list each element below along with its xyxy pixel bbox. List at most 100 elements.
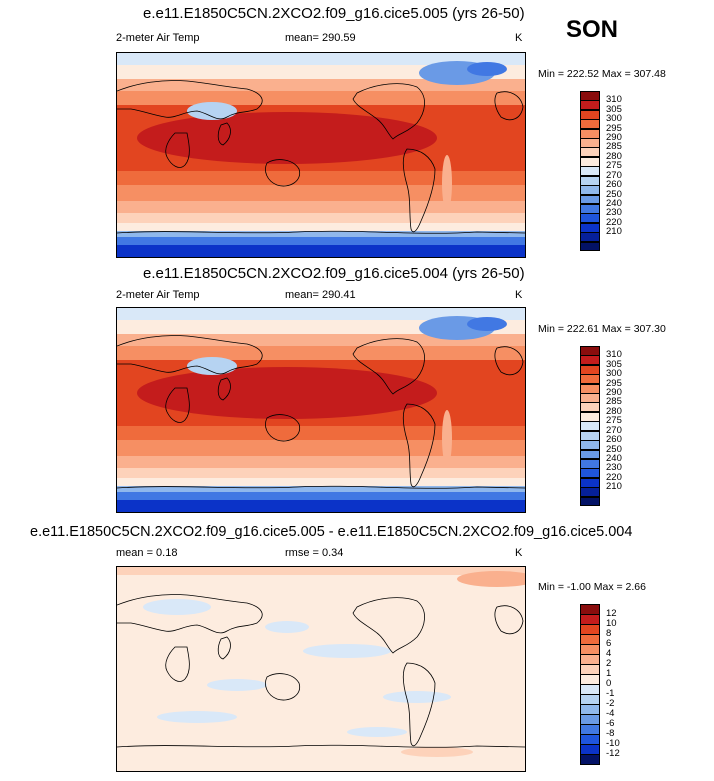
colorbar-tick-label: 280 xyxy=(606,405,622,417)
colorbar-swatch xyxy=(580,402,600,413)
colorbar-swatch xyxy=(580,175,600,186)
colorbar-swatch xyxy=(580,100,600,111)
panel3-title: e.e11.E1850C5CN.2XCO2.f09_g16.cice5.005 … xyxy=(30,524,633,540)
colorbar-swatch xyxy=(580,411,600,422)
colorbar-swatch xyxy=(580,232,600,243)
colorbar-tick-label: 285 xyxy=(606,396,622,408)
panel1-title: e.e11.E1850C5CN.2XCO2.f09_g16.cice5.005 … xyxy=(143,5,525,22)
colorbar-tick-label: 300 xyxy=(606,113,622,125)
colorbar-swatch xyxy=(580,222,600,233)
colorbar-swatch xyxy=(580,91,600,101)
colorbar-swatch xyxy=(580,614,600,625)
colorbar-swatch xyxy=(580,724,600,735)
colorbar-tick-label: 210 xyxy=(606,481,622,493)
colorbar-swatch xyxy=(580,355,600,366)
colorbar-swatch xyxy=(580,156,600,167)
colorbar-swatch xyxy=(580,496,600,507)
colorbar-tick-label: 300 xyxy=(606,368,622,380)
colorbar-tick-label: 1 xyxy=(606,668,612,679)
colorbar-tick-label: 220 xyxy=(606,471,622,483)
colorbar-tick-label: 280 xyxy=(606,150,622,162)
colorbar-swatch xyxy=(580,449,600,460)
colorbar-swatch xyxy=(580,654,600,665)
colorbar-swatch xyxy=(580,487,600,498)
colorbar-tick-label: 0 xyxy=(606,678,612,689)
colorbar-tick-label: -12 xyxy=(606,748,620,759)
panel2-map-field xyxy=(117,308,525,512)
colorbar-swatch xyxy=(580,346,600,356)
colorbar-tick-label: 310 xyxy=(606,94,622,106)
colorbar-tick-label: 285 xyxy=(606,141,622,153)
panel3-map-field xyxy=(117,567,525,771)
panel3-map xyxy=(116,566,526,772)
colorbar-swatch xyxy=(580,440,600,451)
panel3-minmax-label: Min = -1.00 Max = 2.66 xyxy=(538,581,646,593)
colorbar-swatch xyxy=(580,477,600,488)
colorbar-tick-label: 260 xyxy=(606,434,622,446)
panel2-map xyxy=(116,307,526,513)
colorbar-tick-label: 290 xyxy=(606,387,622,399)
colorbar-tick-label: 12 xyxy=(606,608,617,619)
colorbar-tick-label: 260 xyxy=(606,179,622,191)
colorbar-swatch xyxy=(580,430,600,441)
colorbar-swatch xyxy=(580,754,600,765)
colorbar-swatch xyxy=(580,383,600,394)
colorbar-swatch xyxy=(580,734,600,745)
colorbar-swatch xyxy=(580,147,600,158)
colorbar-swatch xyxy=(580,421,600,432)
colorbar-swatch xyxy=(580,194,600,205)
panel1-mean-label: mean= 290.59 xyxy=(285,32,356,44)
colorbar-tick-label: 250 xyxy=(606,188,622,200)
colorbar-tick-label: 270 xyxy=(606,424,622,436)
colorbar-swatch xyxy=(580,203,600,214)
panel2-mean-label: mean= 290.41 xyxy=(285,289,356,301)
panel1-units-label: K xyxy=(515,32,523,44)
colorbar-swatch xyxy=(580,109,600,120)
colorbar-swatch xyxy=(580,213,600,224)
season-label: SON xyxy=(566,16,619,43)
colorbar-swatch xyxy=(580,664,600,675)
colorbar-swatch xyxy=(580,714,600,725)
colorbar-tick-label: 295 xyxy=(606,122,622,134)
colorbar-tick-label: 275 xyxy=(606,160,622,172)
colorbar-tick-label: 210 xyxy=(606,226,622,238)
colorbar-tick-label: 10 xyxy=(606,618,617,629)
colorbar-tick-label: 4 xyxy=(606,648,612,659)
colorbar-tick-label: 230 xyxy=(606,207,622,219)
colorbar-tick-label: -8 xyxy=(606,728,615,739)
colorbar-swatch xyxy=(580,128,600,139)
colorbar-swatch xyxy=(580,119,600,130)
panel2-colorbar: 310 305 300 295 290 285 280 275 270 260 250 240 230 2… xyxy=(580,346,622,507)
colorbar-tick-label: 240 xyxy=(606,452,622,464)
panel2-minmax-label: Min = 222.61 Max = 307.30 xyxy=(538,323,666,335)
colorbar-swatch xyxy=(580,185,600,196)
colorbar-tick-label: 270 xyxy=(606,169,622,181)
panel3-mean-label: mean = 0.18 xyxy=(116,547,178,559)
colorbar-tick-label: 290 xyxy=(606,132,622,144)
colorbar-tick-label: 2 xyxy=(606,658,612,669)
colorbar-swatch xyxy=(580,393,600,403)
colorbar-swatch xyxy=(580,604,600,615)
colorbar-swatch xyxy=(580,744,600,755)
colorbar-swatch xyxy=(580,374,600,385)
panel3-colorbar: 12 10 8 6 4 2 1 0 -1 -2 -4 -6 -8 -10 -12 xyxy=(580,604,620,765)
colorbar-swatch xyxy=(580,624,600,635)
panel1-map-field xyxy=(117,53,525,257)
panel3-rmse-label: rmse = 0.34 xyxy=(285,547,344,559)
colorbar-swatch xyxy=(580,694,600,705)
colorbar-tick-label: 220 xyxy=(606,216,622,228)
colorbar-tick-label: -6 xyxy=(606,718,615,729)
panel1-minmax-label: Min = 222.52 Max = 307.48 xyxy=(538,68,666,80)
colorbar-swatch xyxy=(580,241,600,252)
colorbar-tick-label: -2 xyxy=(606,698,615,709)
colorbar-swatch xyxy=(580,644,600,655)
colorbar-tick-label: 275 xyxy=(606,415,622,427)
colorbar-swatch xyxy=(580,364,600,375)
colorbar-swatch xyxy=(580,166,600,177)
colorbar-tick-label: 305 xyxy=(606,358,622,370)
panel2-title: e.e11.E1850C5CN.2XCO2.f09_g16.cice5.004 … xyxy=(143,265,525,282)
panel2-variable-label: 2-meter Air Temp xyxy=(116,289,200,301)
colorbar-tick-label: 8 xyxy=(606,628,612,639)
colorbar-tick-label: 240 xyxy=(606,197,622,209)
panel3-units-label: K xyxy=(515,547,523,559)
